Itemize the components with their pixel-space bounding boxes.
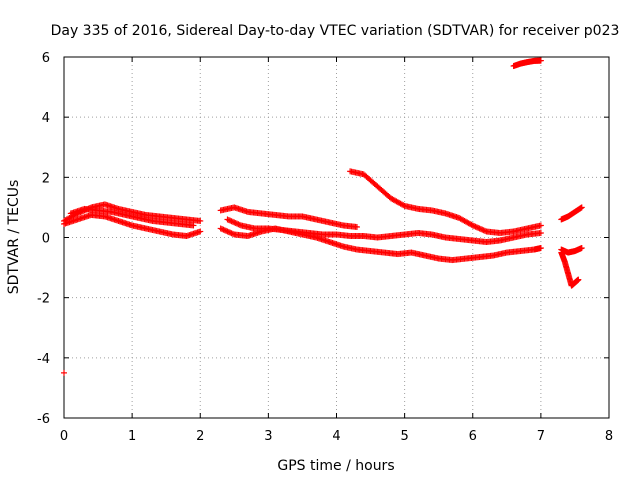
data-point	[231, 219, 238, 226]
data-point	[480, 227, 487, 234]
chart-title: Day 335 of 2016, Sidereal Day-to-day VTE…	[51, 23, 620, 39]
data-point	[228, 218, 235, 225]
data-point	[219, 226, 226, 233]
data-point	[578, 204, 585, 211]
data-point	[537, 245, 544, 252]
data-point	[482, 227, 489, 234]
data-points	[61, 57, 585, 376]
data-point	[228, 230, 235, 237]
data-point	[224, 216, 231, 223]
data-point	[537, 229, 544, 236]
data-point	[578, 245, 585, 252]
data-point	[229, 230, 236, 237]
data-point	[197, 217, 204, 224]
data-point	[400, 202, 407, 209]
y-tick-label: -2	[37, 292, 50, 307]
y-tick-label: 6	[42, 51, 50, 66]
data-point	[468, 221, 475, 228]
x-tick-label: 5	[400, 429, 408, 444]
x-tick-label: 4	[332, 429, 340, 444]
data-point	[225, 229, 232, 236]
data-point	[477, 226, 484, 233]
data-point	[229, 218, 236, 225]
data-point	[537, 57, 544, 64]
data-point	[475, 224, 482, 231]
data-point	[235, 221, 242, 228]
x-tick-label: 1	[128, 429, 136, 444]
x-tick-label: 3	[264, 429, 272, 444]
x-tick-label: 7	[537, 429, 545, 444]
x-axis-label: GPS time / hours	[277, 458, 394, 474]
data-point	[61, 369, 67, 376]
y-tick-label: 0	[42, 232, 50, 247]
data-point	[224, 228, 231, 235]
data-point	[469, 222, 476, 229]
data-point	[472, 223, 479, 230]
data-point	[227, 229, 234, 236]
y-tick-label: -6	[37, 412, 50, 427]
x-tick-label: 0	[60, 429, 68, 444]
y-tick-label: 4	[42, 111, 50, 126]
axis-ticks: 0 1 2 3 4 5 6 7 8 -6 -4 -2 0 2 4 6	[37, 51, 613, 444]
data-point	[220, 226, 227, 233]
data-point	[217, 225, 224, 232]
data-point	[190, 222, 197, 229]
data-point	[476, 225, 483, 232]
y-tick-label: 2	[42, 171, 50, 186]
x-tick-label: 6	[469, 429, 477, 444]
y-axis-label: SDTVAR / TECUs	[6, 180, 22, 295]
data-point	[471, 223, 478, 230]
x-tick-label: 8	[605, 429, 613, 444]
data-point	[232, 220, 239, 227]
data-point	[223, 227, 230, 234]
data-point	[479, 226, 486, 233]
data-point	[353, 223, 360, 230]
x-tick-label: 2	[196, 429, 204, 444]
data-point	[221, 227, 228, 234]
data-point	[197, 228, 204, 235]
data-point	[227, 217, 234, 224]
data-point	[225, 217, 232, 224]
data-point	[473, 224, 480, 231]
grid	[64, 57, 609, 418]
data-point	[537, 222, 544, 229]
y-tick-label: -4	[37, 352, 50, 367]
data-point	[236, 221, 243, 228]
data-point	[575, 276, 582, 283]
data-point	[234, 220, 241, 227]
